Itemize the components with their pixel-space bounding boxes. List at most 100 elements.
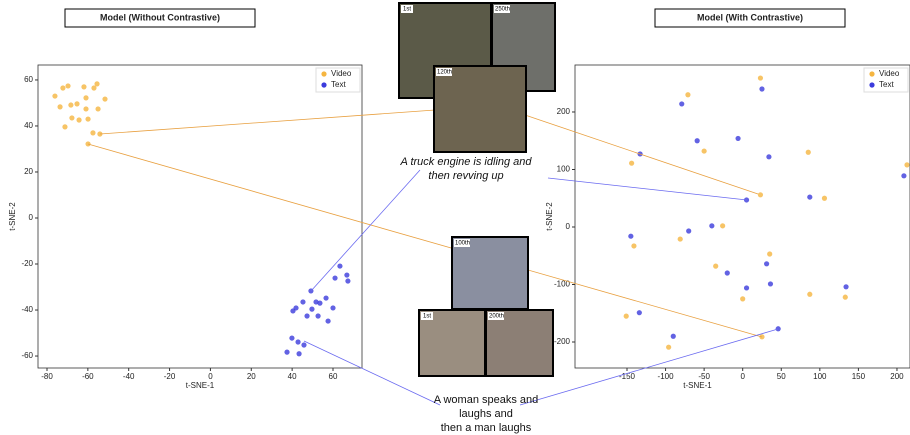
point bbox=[631, 243, 637, 249]
point bbox=[636, 310, 642, 316]
y-tick-label: 20 bbox=[24, 167, 33, 176]
title-box bbox=[654, 8, 846, 28]
y-tick-label: 200 bbox=[557, 107, 571, 116]
point bbox=[679, 101, 685, 107]
x-tick-label: 200 bbox=[890, 372, 904, 381]
x-axis-label: t-SNE-1 bbox=[186, 381, 215, 390]
frame-tag bbox=[454, 239, 470, 247]
point bbox=[775, 326, 781, 332]
caption: A woman speaks and bbox=[434, 394, 539, 406]
y-tick-label: 100 bbox=[557, 165, 571, 174]
frame-image bbox=[451, 236, 529, 310]
caption: then a man laughs bbox=[441, 422, 532, 434]
arrow bbox=[547, 177, 748, 201]
point bbox=[767, 251, 773, 257]
y-tick-label: 0 bbox=[29, 213, 34, 222]
x-tick-label: -60 bbox=[82, 372, 94, 381]
point bbox=[85, 116, 91, 122]
point bbox=[90, 130, 96, 136]
point bbox=[735, 135, 741, 142]
caption: laughs and bbox=[459, 408, 513, 420]
video-frames-bottom: 100th 1st 200th bbox=[418, 236, 554, 377]
point bbox=[317, 300, 323, 306]
frame-tag bbox=[494, 5, 510, 13]
x-tick-label: 20 bbox=[247, 372, 256, 381]
point bbox=[724, 270, 730, 276]
frame-label: 1st bbox=[403, 7, 411, 13]
caption: A truck engine is idling and bbox=[399, 156, 532, 168]
caption: then revving up bbox=[428, 170, 503, 182]
point bbox=[767, 281, 774, 287]
legend-label: Video bbox=[879, 69, 900, 78]
point bbox=[332, 275, 338, 281]
frame-label: 200th bbox=[489, 314, 504, 320]
x-tick-label: 50 bbox=[777, 372, 786, 381]
x-tick-label: -40 bbox=[123, 372, 135, 381]
arrow bbox=[99, 109, 436, 135]
y-tick-label: -20 bbox=[21, 259, 33, 268]
point bbox=[83, 95, 89, 101]
chart-title: Model (With Contrastive) bbox=[697, 12, 803, 22]
x-tick-label: -50 bbox=[698, 372, 710, 381]
x-tick-label: 0 bbox=[208, 372, 213, 381]
point bbox=[759, 86, 765, 92]
title-box bbox=[64, 8, 256, 28]
point bbox=[901, 173, 907, 179]
point bbox=[69, 115, 75, 121]
point bbox=[315, 313, 321, 319]
point bbox=[666, 344, 672, 350]
y-tick-label: 40 bbox=[24, 121, 33, 130]
y-tick-label: -100 bbox=[554, 280, 571, 289]
arrow bbox=[303, 340, 441, 406]
y-axis-label: t-SNE-2 bbox=[8, 202, 17, 231]
point bbox=[843, 284, 849, 290]
frame-tag bbox=[436, 68, 452, 76]
x-tick-label: 40 bbox=[288, 372, 297, 381]
point bbox=[709, 223, 715, 229]
frame-label: 250th bbox=[495, 7, 510, 13]
arrow bbox=[519, 328, 779, 406]
x-tick-label: 0 bbox=[740, 372, 745, 381]
arrow bbox=[87, 143, 763, 338]
point bbox=[52, 93, 58, 99]
point bbox=[97, 131, 103, 137]
point bbox=[304, 313, 310, 319]
legend-marker bbox=[869, 71, 875, 77]
video-frames-top: 1st 250th 120th bbox=[398, 2, 556, 153]
point bbox=[685, 92, 691, 98]
point bbox=[57, 104, 63, 110]
frame-tag bbox=[488, 312, 504, 320]
frame-label: 100th bbox=[455, 241, 470, 247]
point bbox=[330, 305, 336, 311]
frame-image bbox=[418, 309, 486, 377]
frame-image bbox=[433, 65, 527, 153]
point bbox=[91, 85, 97, 91]
point bbox=[766, 154, 772, 160]
point bbox=[289, 335, 295, 341]
point bbox=[323, 295, 329, 301]
point bbox=[94, 81, 100, 87]
point bbox=[805, 149, 811, 155]
point bbox=[296, 351, 302, 357]
legend-label: Video bbox=[331, 69, 352, 78]
point bbox=[821, 195, 828, 201]
point bbox=[60, 85, 66, 91]
y-axis-label: t-SNE-2 bbox=[545, 202, 554, 231]
x-tick-label: -150 bbox=[619, 372, 636, 381]
legend-marker bbox=[869, 82, 875, 88]
y-tick-label: -200 bbox=[554, 337, 571, 346]
point bbox=[83, 106, 89, 112]
y-tick-label: -60 bbox=[21, 351, 33, 360]
point bbox=[670, 333, 676, 339]
plot-area bbox=[574, 64, 910, 369]
legend-marker bbox=[321, 82, 327, 88]
point bbox=[807, 194, 813, 200]
point bbox=[74, 101, 80, 107]
point bbox=[344, 272, 350, 278]
arrow bbox=[310, 169, 421, 292]
legend-marker bbox=[321, 71, 327, 77]
point bbox=[337, 263, 343, 269]
point bbox=[628, 233, 634, 239]
x-tick-label: -100 bbox=[658, 372, 675, 381]
point bbox=[807, 291, 813, 297]
